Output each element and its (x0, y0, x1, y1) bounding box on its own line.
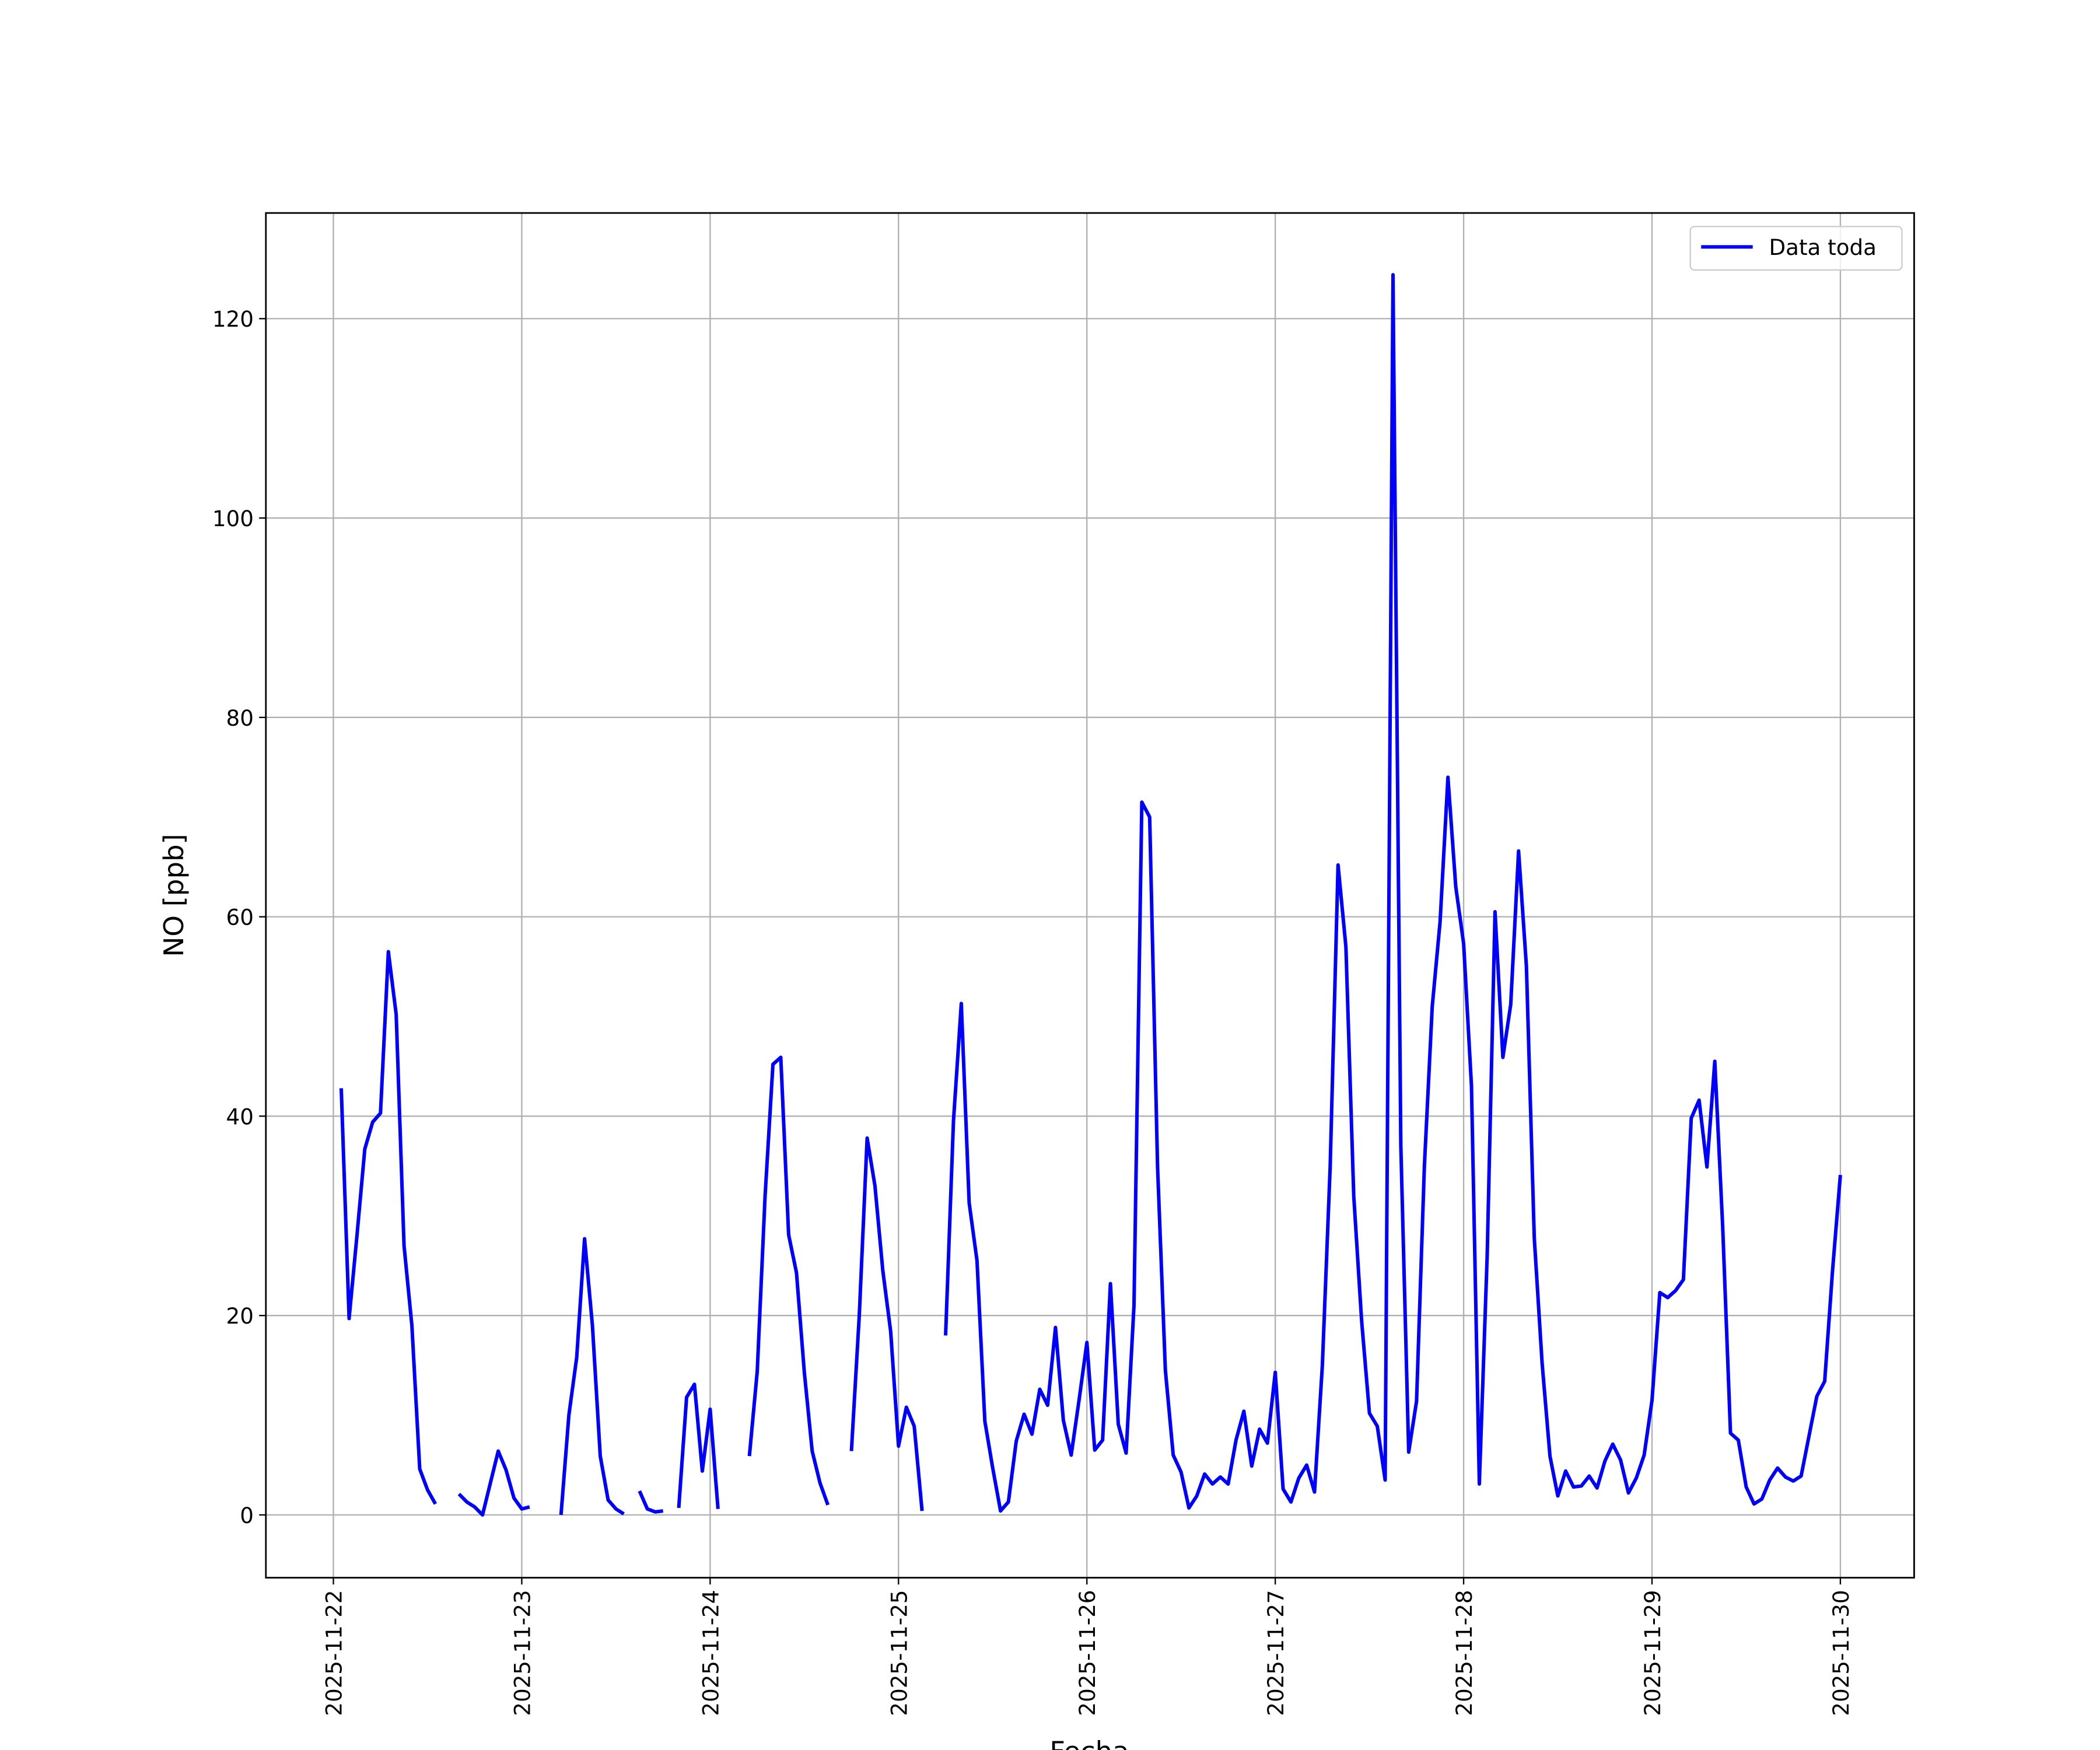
y-tick-label: 100 (212, 506, 254, 531)
y-tick-label: 20 (226, 1303, 254, 1329)
x-tick-label: 2025-11-22 (321, 1590, 346, 1716)
y-tick-label: 0 (240, 1503, 254, 1528)
x-tick-label: 2025-11-29 (1640, 1590, 1665, 1716)
plot-frame (265, 212, 1915, 1579)
x-tick-label: 2025-11-30 (1828, 1590, 1854, 1716)
y-tick-label: 40 (226, 1104, 254, 1129)
legend-box (1689, 226, 1903, 271)
y-tick-label: 80 (226, 705, 254, 731)
x-tick-label: 2025-11-24 (698, 1590, 723, 1716)
x-axis-label: Fecha (1049, 1736, 1129, 1750)
data-line (339, 273, 1842, 1517)
x-tick-label: 2025-11-28 (1451, 1590, 1477, 1716)
y-tick-label: 120 (212, 306, 254, 332)
x-tick-label: 2025-11-27 (1263, 1590, 1289, 1716)
y-tick-label: 60 (226, 905, 254, 930)
x-tick-label: 2025-11-25 (886, 1590, 912, 1716)
y-axis-label: NO [ppb] (158, 834, 190, 957)
x-tick-label: 2025-11-26 (1074, 1590, 1100, 1716)
x-tick-label: 2025-11-23 (509, 1590, 535, 1716)
legend-label: Data toda (1769, 235, 1877, 260)
